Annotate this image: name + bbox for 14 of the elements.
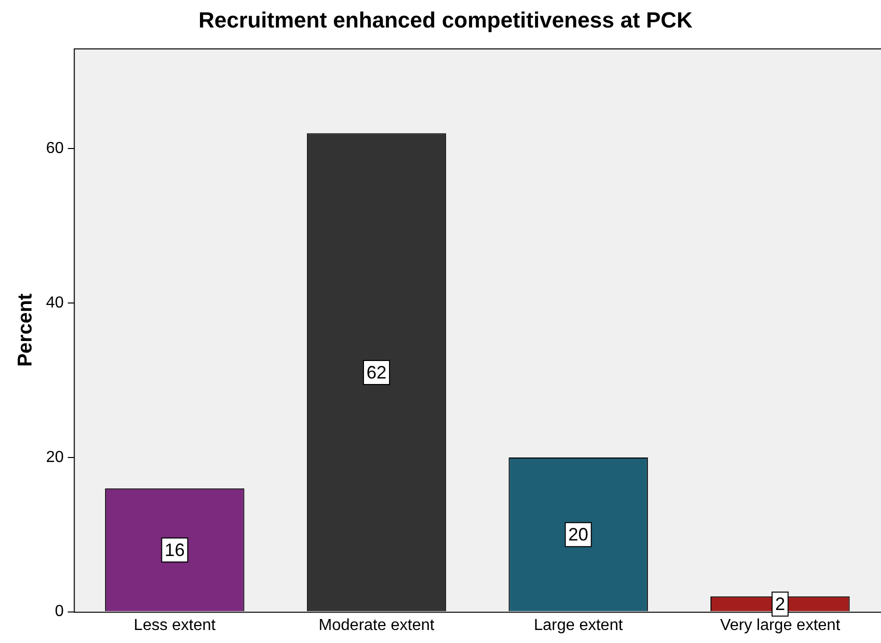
x-tick-label: Moderate extent	[318, 616, 435, 634]
y-tick-label: 0	[54, 603, 64, 620]
y-axis-title: Percent	[14, 293, 37, 367]
y-tick-label: 60	[46, 140, 64, 158]
x-tick-label: Large extent	[534, 616, 624, 634]
data-label: 20	[568, 524, 588, 545]
chart-title: Recruitment enhanced competitiveness at PCK	[198, 7, 693, 32]
y-tick-label: 20	[46, 448, 64, 466]
y-tick-label: 40	[46, 294, 64, 312]
data-label: 16	[164, 540, 185, 560]
data-label: 62	[366, 362, 387, 383]
data-label: 2	[775, 594, 786, 614]
x-tick-label: Less extent	[134, 616, 216, 634]
x-tick-label: Very large extent	[720, 616, 841, 634]
